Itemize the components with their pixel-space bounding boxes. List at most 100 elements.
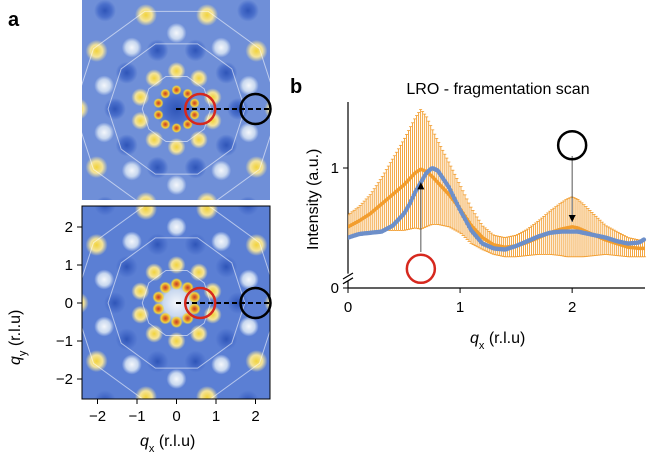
contour-blob	[211, 160, 232, 181]
contour-blob	[238, 75, 259, 96]
contour-blob	[121, 231, 142, 252]
x-tick-label: 1	[456, 299, 464, 316]
contour-blob	[103, 98, 126, 120]
contour-blob-hot	[152, 302, 165, 315]
contour-blob	[103, 292, 126, 314]
contour-blob	[215, 328, 238, 351]
contour-blob	[134, 206, 157, 221]
contour-blob	[94, 75, 115, 96]
contour-blob	[167, 256, 186, 274]
contour-blob	[238, 316, 259, 337]
x-tick-label: 0	[172, 408, 180, 425]
chart-axes: 0 1 2 0 1	[331, 102, 645, 316]
contour-blob	[281, 136, 303, 158]
contour-blob-hot	[159, 281, 172, 294]
red-circle-top	[183, 92, 217, 126]
contour-blob	[196, 206, 219, 221]
contour-blob-hot	[171, 85, 182, 95]
contour-blob-hot	[182, 119, 193, 130]
contour-blob	[167, 138, 186, 156]
contour-blob	[184, 350, 207, 373]
contour-blob	[145, 263, 164, 282]
contour-blob	[82, 292, 89, 314]
y-tick-label: −2	[56, 371, 73, 388]
y-tick-label: 0	[331, 280, 339, 297]
contour-blob	[189, 69, 208, 88]
black-circle-bottom	[239, 286, 272, 320]
chart-ylabel: Intensity (a.u.)	[305, 149, 322, 250]
chart-annotations	[405, 129, 588, 285]
panel-b-letter: b	[290, 76, 302, 98]
contour-blob	[115, 255, 138, 278]
contour-blob	[236, 0, 259, 22]
contour-blob	[145, 130, 164, 149]
contour-blob	[131, 305, 150, 324]
y-tick-label: 1	[331, 160, 339, 177]
panel-a-xlabel: qx (r.l.u)	[140, 433, 195, 455]
contour-blob	[115, 134, 138, 157]
contour-blob	[131, 88, 150, 107]
contour-blob	[227, 98, 250, 120]
fragment-marker-circle	[405, 253, 437, 285]
y-tick-label: 0	[65, 295, 73, 312]
contour-blob	[50, 136, 72, 158]
lro-marker-circle	[556, 129, 588, 161]
contour-blob	[166, 369, 187, 389]
black-circle-top	[239, 92, 272, 126]
x-tick-label: −2	[89, 408, 106, 425]
contour-blob	[146, 350, 169, 373]
contour-blob	[50, 60, 72, 82]
axis-break-mark	[342, 272, 354, 280]
contour-blob	[134, 385, 157, 399]
contour-blob	[215, 134, 238, 157]
contour-blob	[184, 156, 207, 179]
contour-blob-hot	[171, 123, 182, 133]
x-tick-label: 0	[344, 299, 352, 316]
contour-line	[82, 206, 270, 399]
contour-blob	[145, 69, 164, 88]
contour-blob	[245, 350, 268, 373]
contour-blob-hot	[152, 291, 165, 304]
contour-blob	[166, 175, 187, 195]
contour-blob	[85, 39, 108, 62]
contour-line	[141, 76, 212, 142]
contour-blob	[245, 233, 268, 256]
contour-blob	[134, 4, 157, 27]
panel-a-letter: a	[8, 9, 20, 31]
contour-blob	[115, 328, 138, 351]
contour-blob	[121, 160, 142, 181]
contour-blob	[238, 122, 259, 143]
contour-blob	[237, 390, 259, 399]
contour-blob	[203, 88, 222, 107]
contour-blob-hot	[153, 109, 164, 120]
contour-blob	[215, 61, 238, 84]
contour-blob	[189, 263, 208, 282]
contour-blob	[85, 233, 108, 256]
x-tick-label: 2	[568, 299, 576, 316]
contour-blob	[82, 98, 89, 120]
y-tick-label: 2	[65, 219, 73, 236]
panel-a-axes: −2 −1 0 1 2 2 1 0 −1 −2	[56, 219, 260, 425]
contour-blob	[203, 305, 222, 324]
contour-blob	[203, 282, 222, 301]
y-tick-label: 1	[65, 257, 73, 274]
contour-blob-hot	[188, 302, 201, 315]
chart-series	[348, 109, 647, 258]
contour-blob	[166, 23, 187, 43]
contour-blob-hot	[160, 88, 171, 99]
contour-blob	[145, 324, 164, 343]
contour-blob	[94, 206, 116, 216]
contour-blob	[211, 231, 232, 252]
contour-blob-hot	[182, 88, 193, 99]
chart-xlabel: qx (r.l.u)	[470, 330, 525, 352]
contour-blob	[189, 324, 208, 343]
contour-blob	[245, 39, 268, 62]
contour-blob	[167, 332, 186, 350]
contour-blob	[131, 282, 150, 301]
contour-blob	[237, 206, 259, 216]
contour-blob	[196, 191, 218, 200]
x-tick-label: 1	[212, 408, 220, 425]
lro-marker-arrowhead	[568, 215, 576, 222]
y-tick-label: −1	[56, 333, 73, 350]
